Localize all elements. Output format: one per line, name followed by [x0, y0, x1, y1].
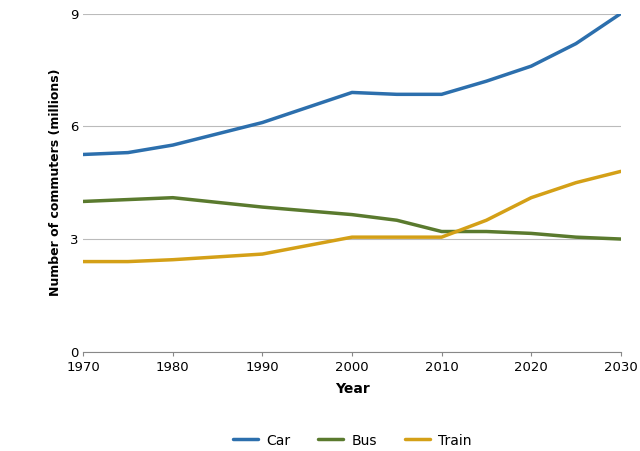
Line: Car: Car: [83, 14, 621, 154]
Bus: [483, 229, 490, 234]
Train: [169, 257, 177, 262]
Line: Train: Train: [83, 171, 621, 262]
Train: [483, 217, 490, 223]
Bus: [348, 212, 356, 217]
Train: [393, 235, 401, 240]
Bus: [438, 229, 445, 234]
Car: [169, 143, 177, 148]
Y-axis label: Number of commuters (millions): Number of commuters (millions): [49, 69, 61, 296]
Bus: [124, 197, 132, 202]
Bus: [259, 204, 266, 210]
Car: [617, 11, 625, 16]
Line: Bus: Bus: [83, 198, 621, 239]
Car: [483, 78, 490, 84]
Train: [572, 180, 580, 185]
Bus: [527, 231, 535, 236]
Bus: [572, 235, 580, 240]
Train: [348, 235, 356, 240]
Bus: [79, 199, 87, 204]
Car: [259, 120, 266, 125]
Legend: Car, Bus, Train: Car, Bus, Train: [227, 428, 477, 451]
Train: [124, 259, 132, 264]
Train: [438, 235, 445, 240]
Bus: [169, 195, 177, 200]
Car: [348, 90, 356, 95]
Bus: [617, 236, 625, 242]
Car: [438, 92, 445, 97]
Bus: [393, 217, 401, 223]
Car: [572, 41, 580, 46]
Train: [259, 251, 266, 257]
Train: [527, 195, 535, 200]
Train: [617, 169, 625, 174]
Car: [79, 152, 87, 157]
X-axis label: Year: Year: [335, 382, 369, 396]
Car: [393, 92, 401, 97]
Train: [79, 259, 87, 264]
Car: [527, 64, 535, 69]
Car: [124, 150, 132, 155]
